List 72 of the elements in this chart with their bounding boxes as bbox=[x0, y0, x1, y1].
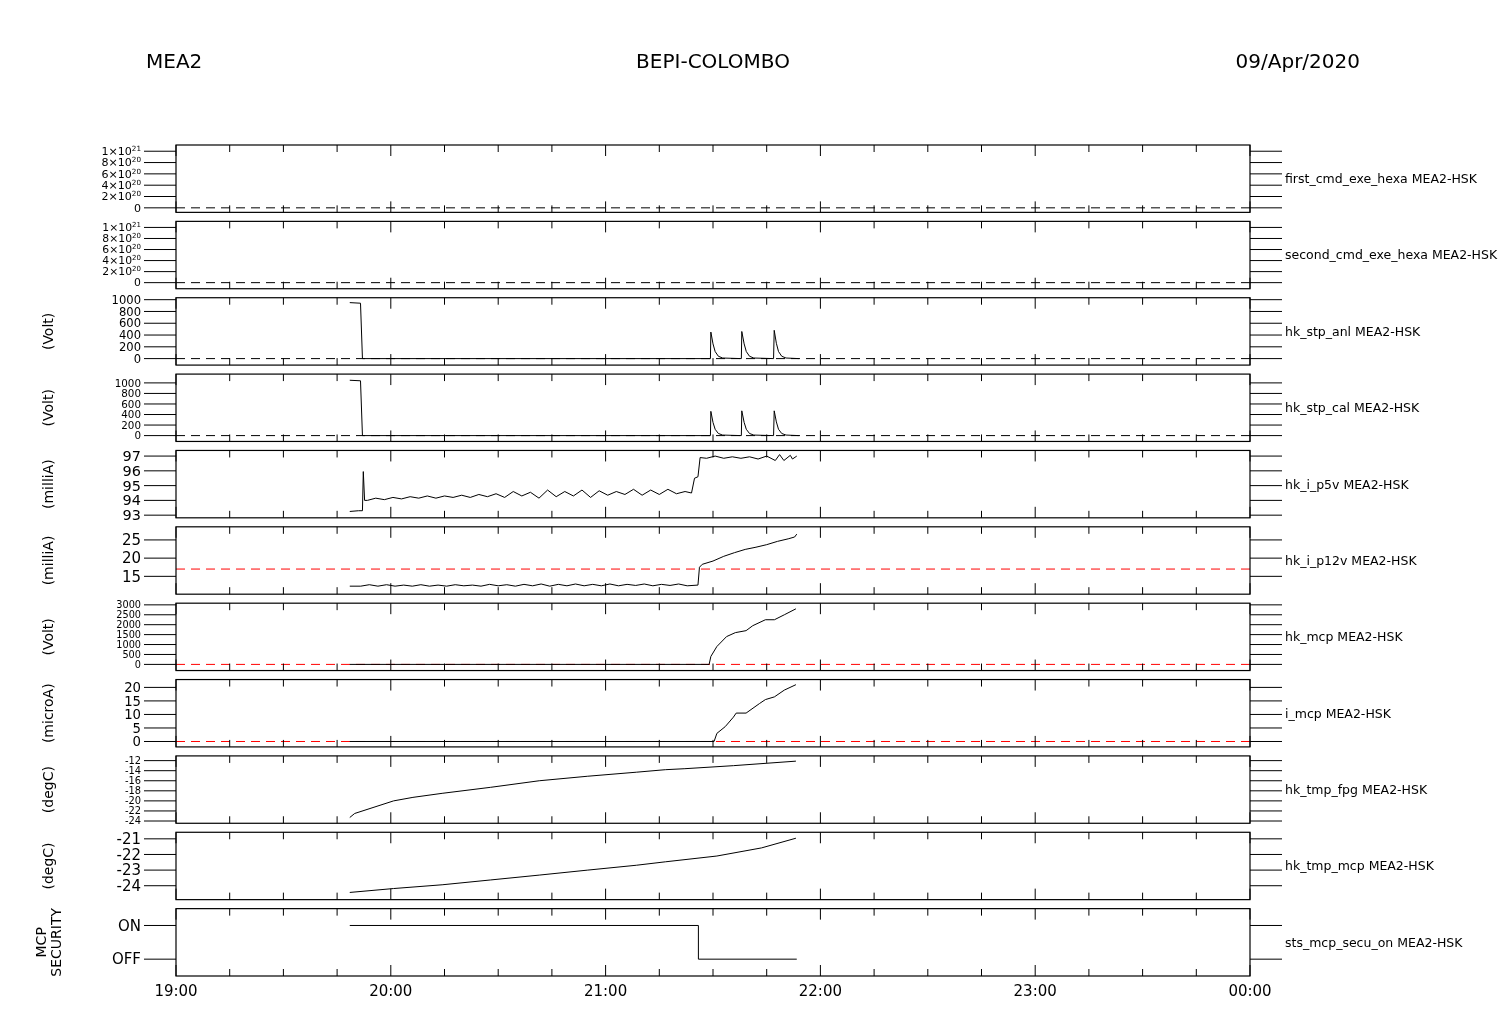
chart-title: BEPI-COLOMBO bbox=[636, 49, 790, 73]
y-axis-title: (Volt) bbox=[40, 618, 56, 656]
y-tick-label: -22 bbox=[124, 805, 141, 817]
y2-axis-title: hk_tmp_mcp MEA2-HSK bbox=[1285, 858, 1435, 874]
y-tick-label: 200 bbox=[121, 418, 141, 431]
y-tick-label: 93 bbox=[122, 507, 141, 524]
y2-axis-title: hk_i_p5v MEA2-HSK bbox=[1285, 476, 1410, 492]
y-tick-label: -16 bbox=[124, 775, 141, 787]
y-axis-title: (milliA) bbox=[40, 459, 56, 509]
y2-axis-title: second_cmd_exe_hexa MEA2-HSK bbox=[1285, 247, 1498, 263]
y-tick-label: -24 bbox=[124, 815, 141, 827]
y-axis-title: (Volt) bbox=[40, 389, 56, 427]
y-axis-title: (Volt) bbox=[40, 312, 56, 351]
y-tick-label: 1500 bbox=[116, 629, 141, 641]
y-tick-label: 25 bbox=[121, 531, 141, 550]
y-tick-label: 96 bbox=[122, 462, 141, 479]
y2-axis-title: first_cmd_exe_hexa MEA2-HSK bbox=[1285, 171, 1478, 187]
y-tick-label: 3000 bbox=[116, 599, 141, 611]
y-tick-label: 95 bbox=[122, 477, 141, 494]
y-tick-label: 0 bbox=[134, 429, 141, 442]
y-tick-label: 500 bbox=[122, 648, 141, 660]
y2-axis-title: hk_i_p12v MEA2-HSK bbox=[1285, 552, 1418, 568]
y2-axis-title: i_mcp MEA2-HSK bbox=[1285, 705, 1392, 721]
category-label: ON bbox=[117, 916, 141, 935]
y-tick-label: 15 bbox=[124, 693, 141, 709]
x-tick-label: 00:00 bbox=[1228, 982, 1272, 1000]
y-tick-label: 1000 bbox=[116, 638, 141, 650]
y-tick-label: 2×10$^{20}$ bbox=[102, 263, 141, 279]
text: 09/Apr/2020 bbox=[1235, 49, 1360, 73]
y-tick-label: -14 bbox=[124, 765, 141, 777]
y2-axis-title: hk_stp_cal MEA2-HSK bbox=[1285, 400, 1421, 416]
y-axis-title: (milliA) bbox=[40, 535, 56, 586]
y-tick-label: 5 bbox=[132, 720, 141, 736]
y-tick-label: 800 bbox=[121, 387, 141, 400]
y-tick-label: -18 bbox=[124, 785, 141, 797]
y2-axis-title: hk_tmp_fpg MEA2-HSK bbox=[1285, 781, 1428, 797]
y2-axis-title: sts_mcp_secu_on MEA2-HSK bbox=[1285, 934, 1464, 950]
y-tick-label: 1000 bbox=[114, 376, 141, 389]
y-tick-label: 20 bbox=[124, 680, 141, 696]
y-tick-label: 1000 bbox=[111, 292, 141, 307]
y-tick-label: 600 bbox=[118, 316, 141, 331]
y-tick-label: 0 bbox=[134, 658, 141, 670]
y2-axis-title: hk_stp_anl MEA2-HSK bbox=[1285, 323, 1422, 339]
x-tick-label: 21:00 bbox=[583, 982, 628, 1000]
y-tick-label: 20 bbox=[121, 549, 141, 568]
x-tick-label: 20:00 bbox=[369, 982, 413, 1000]
y-tick-label: 94 bbox=[122, 492, 141, 509]
category-label: OFF bbox=[111, 950, 141, 969]
y2-axis-title: hk_mcp MEA2-HSK bbox=[1285, 629, 1404, 645]
y-tick-label: 2×10$^{20}$ bbox=[101, 188, 142, 204]
y-tick-label: 97 bbox=[122, 448, 141, 465]
text: MEA2 bbox=[146, 49, 203, 73]
y-axis-title: (microA) bbox=[40, 683, 56, 744]
y-tick-label: 0 bbox=[134, 276, 142, 290]
y-tick-label: 0 bbox=[133, 351, 141, 366]
y-tick-label: 0 bbox=[133, 201, 141, 215]
x-tick-label: 23:00 bbox=[1013, 982, 1057, 1000]
y-tick-label: 15 bbox=[121, 567, 141, 586]
y-axis-title: (degC) bbox=[40, 766, 56, 814]
y-tick-label: 2500 bbox=[116, 609, 141, 621]
x-tick-label: 19:00 bbox=[154, 982, 198, 1000]
x-tick-label: 22:00 bbox=[798, 982, 843, 1000]
y-tick-label: 600 bbox=[121, 397, 141, 410]
y-tick-label: -12 bbox=[124, 755, 141, 767]
y-tick-label: 2000 bbox=[116, 619, 141, 631]
y-tick-label: 400 bbox=[121, 408, 141, 421]
y-tick-label: 0 bbox=[132, 734, 141, 750]
y-tick-label: -20 bbox=[124, 795, 141, 807]
y-tick-label: 10 bbox=[124, 707, 141, 723]
y-axis-title: MCP SECURITY bbox=[32, 907, 64, 977]
y-tick-label: 800 bbox=[118, 304, 141, 319]
y-axis-title: (degC) bbox=[40, 842, 56, 890]
